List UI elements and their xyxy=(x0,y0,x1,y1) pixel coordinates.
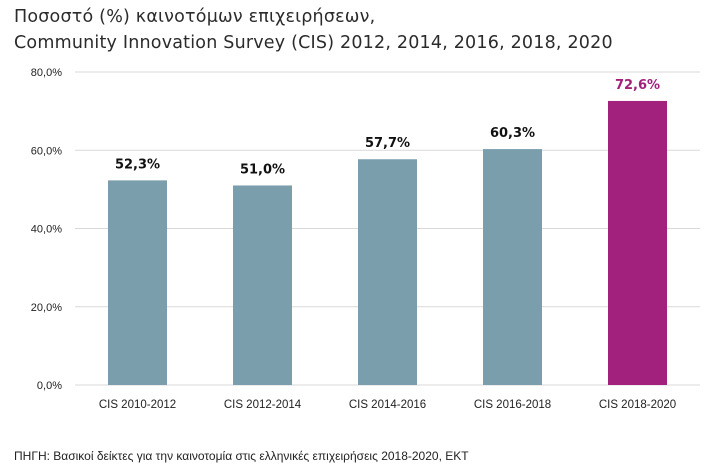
y-tick-label: 40,0% xyxy=(31,224,62,236)
y-tick-label: 60,0% xyxy=(31,145,62,157)
bar xyxy=(608,100,667,385)
x-tick-label: CIS 2014-2016 xyxy=(349,399,426,411)
data-label: 60,3% xyxy=(490,126,535,141)
x-tick-label: CIS 2016-2018 xyxy=(474,399,551,411)
bar-chart: 0,0% 20,0% 40,0% 60,0% 80,0% 52,3% 51,0% 57,7%… xyxy=(31,67,700,411)
y-tick-label: 20,0% xyxy=(31,302,62,314)
bar xyxy=(483,149,542,385)
x-tick-label: CIS 2018-2020 xyxy=(599,399,676,411)
data-label: 52,3% xyxy=(115,157,160,172)
bar xyxy=(108,180,167,385)
data-label: 57,7% xyxy=(365,136,410,151)
x-tick-label: CIS 2012-2014 xyxy=(224,399,302,411)
chart-title: Ποσοστό (%) καινοτόμων επιχειρήσεων, xyxy=(14,7,376,27)
chart-subtitle: Community Innovation Survey (CIS) 2012, … xyxy=(14,33,613,53)
x-axis-ticks: CIS 2010-2012 CIS 2012-2014 CIS 2014-2016 C… xyxy=(99,399,676,411)
bar xyxy=(233,185,292,385)
chart-title-block: Ποσοστό (%) καινοτόμων επιχειρήσεων, Com… xyxy=(14,4,613,56)
y-tick-label: 0,0% xyxy=(37,380,62,392)
data-label: 72,6% xyxy=(615,78,660,93)
bar xyxy=(358,159,417,385)
y-axis-ticks: 0,0% 20,0% 40,0% 60,0% 80,0% xyxy=(31,67,62,392)
source-note: ΠΗΓΗ: Βασικοί δείκτες για την καινοτομία… xyxy=(14,449,469,463)
bars xyxy=(108,100,667,385)
data-label: 51,0% xyxy=(240,162,285,177)
data-labels: 52,3% 51,0% 57,7% 60,3% 72,6% xyxy=(115,78,660,178)
y-tick-label: 80,0% xyxy=(31,67,62,79)
x-tick-label: CIS 2010-2012 xyxy=(99,399,176,411)
